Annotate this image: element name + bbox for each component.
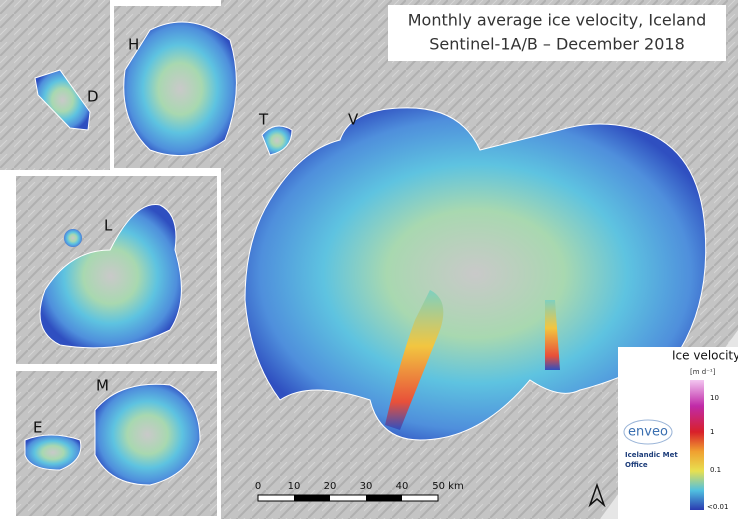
glacier-small	[64, 229, 82, 247]
panel-label: M	[96, 377, 109, 395]
scale-label: 30	[360, 481, 373, 492]
legend-title: Ice velocity	[672, 349, 738, 363]
panel-label: D	[87, 88, 99, 106]
scale-label: 50 km	[432, 481, 463, 492]
logo-text: Office	[625, 461, 648, 469]
panel-label: L	[104, 217, 113, 235]
panel-label: V	[348, 111, 359, 129]
scale-segment	[294, 495, 330, 501]
subtitle: Sentinel-1A/B – December 2018	[429, 35, 685, 54]
scale-segment	[258, 495, 438, 501]
map: Monthly average ice velocity, Iceland Se…	[0, 0, 738, 519]
scale-segment	[366, 495, 402, 501]
scale-label: 0	[255, 481, 261, 492]
scale-label: 40	[396, 481, 409, 492]
logo-text: Icelandic Met	[625, 451, 678, 459]
logo-text: enveo	[628, 425, 668, 440]
panel-label: E	[33, 419, 42, 437]
legend-unit: [m d⁻¹]	[690, 368, 716, 376]
legend-label: 1	[710, 428, 714, 436]
colorbar	[690, 380, 704, 510]
legend-label: <0.01	[707, 503, 728, 511]
panel-label: H	[128, 36, 139, 54]
legend-label: 0.1	[710, 466, 721, 474]
title: Monthly average ice velocity, Iceland	[408, 11, 707, 30]
scale-label: 20	[324, 481, 337, 492]
panel-label: T	[258, 111, 269, 129]
legend-label: 10	[710, 394, 719, 402]
scale-label: 10	[288, 481, 301, 492]
